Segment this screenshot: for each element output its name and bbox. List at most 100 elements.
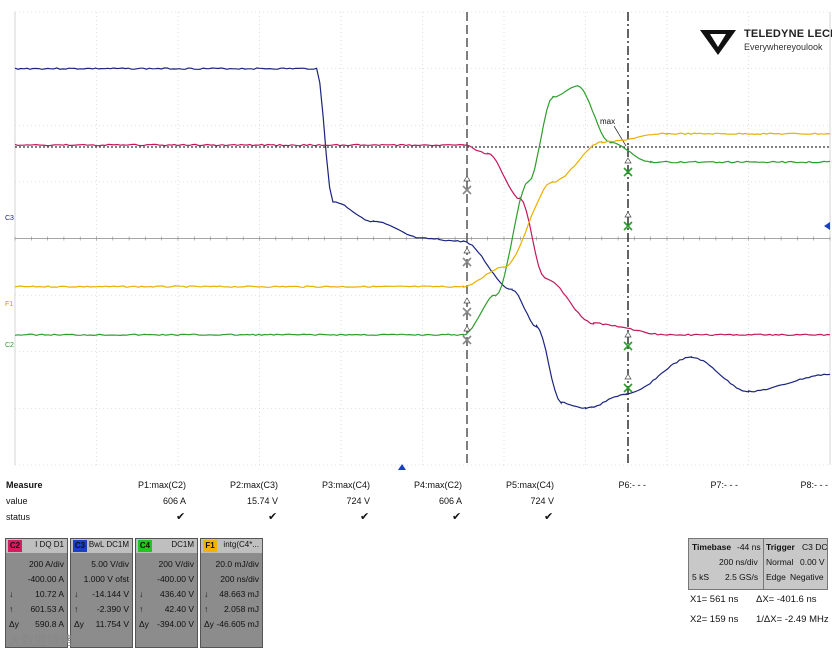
channel-readout: 200 A/div bbox=[29, 559, 64, 569]
measure-param-name[interactable]: P7:- - - bbox=[710, 480, 738, 490]
channel-header: C4 DC1M bbox=[136, 539, 197, 553]
logo-tagline: Everywhereyoulook bbox=[744, 42, 823, 52]
measure-status-check-icon: ✔ bbox=[360, 511, 370, 523]
channel-readout: -394.00 V bbox=[157, 619, 194, 629]
cursor-delta-x-readout: ΔX= -401.6 ns bbox=[756, 594, 817, 605]
trace-c3 bbox=[14, 67, 831, 410]
right-trigger-marker bbox=[824, 222, 830, 230]
trigger-slope: Negative bbox=[790, 572, 824, 582]
channel-mode: BwL DC1M bbox=[88, 540, 129, 549]
measure-title: Measure bbox=[6, 480, 43, 490]
cursor-max-leader bbox=[613, 125, 627, 147]
measure-param-name[interactable]: P2:max(C3) bbox=[229, 480, 278, 490]
scope-display: max C3 F1 C2 bbox=[5, 11, 831, 470]
trigger-label: Trigger bbox=[766, 542, 795, 552]
channel-readout-symbol: ↓ bbox=[9, 589, 14, 599]
cursor-crossing-marker bbox=[623, 373, 633, 393]
measure-param-name[interactable]: P4:max(C2) bbox=[413, 480, 462, 490]
channel-readout: -14.144 V bbox=[92, 589, 129, 599]
channel-readout-symbol: Δy bbox=[139, 619, 149, 629]
channel-box-c4[interactable]: C4 DC1M 200 V/div -400.00 V 436.40 V ↓ 42.40 V… bbox=[135, 538, 198, 648]
channel-readout-symbol: ↑ bbox=[204, 604, 209, 614]
trace-label-f1: F1 bbox=[5, 301, 13, 308]
channel-readout: 20.0 mJ/div bbox=[215, 559, 259, 569]
channel-readout: -400.00 V bbox=[157, 574, 194, 584]
cursor-inv-delta-x-readout: 1/ΔX= -2.49 MHz bbox=[756, 614, 829, 625]
timebase-delay: -44 ns bbox=[737, 542, 761, 552]
channel-readout: 10.72 A bbox=[35, 589, 64, 599]
cursor-max-label: max bbox=[600, 117, 615, 126]
timebase-trigger-panel[interactable]: Timebase -44 ns 200 ns/div 5 kS 2.5 GS/s… bbox=[688, 538, 828, 590]
channel-readout-symbol: ↑ bbox=[139, 604, 144, 614]
cursor-crossing-marker bbox=[623, 157, 633, 177]
channel-box-f1[interactable]: F1 intg(C4*... 20.0 mJ/div 200 ns/div 48.663… bbox=[200, 538, 263, 648]
channel-box-c3[interactable]: C3 BwL DC1M 5.00 V/div 1.000 V ofst -14.144 … bbox=[70, 538, 133, 648]
channel-readout-symbol: ↓ bbox=[74, 589, 79, 599]
cursor-crossing-marker bbox=[623, 331, 633, 351]
trigger-mode: Normal bbox=[766, 557, 794, 567]
channel-header: C3 BwL DC1M bbox=[71, 539, 132, 553]
channel-header: C2 I DQ D1 bbox=[6, 539, 67, 553]
trigger-source: C3 DC bbox=[802, 542, 828, 552]
measure-param-name[interactable]: P8:- - - bbox=[800, 480, 828, 490]
measure-param-value: 15.74 V bbox=[246, 496, 278, 506]
channel-tag: C3 bbox=[73, 540, 87, 552]
channel-readout: 601.53 A bbox=[30, 604, 64, 614]
channel-mode: intg(C4*... bbox=[223, 540, 259, 549]
channel-readout: 436.40 V bbox=[159, 589, 194, 599]
measure-status-check-icon: ✔ bbox=[452, 511, 462, 523]
channel-readout: 42.40 V bbox=[164, 604, 194, 614]
measure-param-value: 724 V bbox=[530, 496, 554, 506]
timebase-rate: 2.5 GS/s bbox=[725, 572, 759, 582]
channel-readout-symbol: ↑ bbox=[9, 604, 14, 614]
channel-readout-symbol: ↓ bbox=[139, 589, 144, 599]
timebase-samples: 5 kS bbox=[692, 572, 710, 582]
channel-readout-symbol: ↓ bbox=[204, 589, 209, 599]
channel-tag: F1 bbox=[203, 540, 217, 552]
waveform-traces bbox=[14, 67, 831, 410]
channel-readout-symbol: ↑ bbox=[74, 604, 79, 614]
trace-label-c2: C2 bbox=[5, 342, 14, 349]
measure-param-name[interactable]: P5:max(C4) bbox=[505, 480, 554, 490]
channel-readout: 48.663 mJ bbox=[219, 589, 259, 599]
measure-status-check-icon: ✔ bbox=[268, 511, 278, 523]
lecroy-arrow-icon bbox=[700, 30, 736, 55]
cursor-crossing-marker bbox=[462, 247, 472, 267]
trace-label-c3: C3 bbox=[5, 215, 14, 222]
cursor-x1-readout: X1= 561 ns bbox=[690, 594, 739, 605]
channel-readout: -46.605 mJ bbox=[216, 619, 259, 629]
measure-param-name[interactable]: P3:max(C4) bbox=[321, 480, 370, 490]
channel-readout: -2.390 V bbox=[96, 604, 129, 614]
watermark: 大数据烧烤 bbox=[8, 633, 74, 648]
channel-readout: 2.058 mJ bbox=[224, 604, 259, 614]
trigger-level: 0.00 V bbox=[800, 557, 825, 567]
channel-readout-symbol: Δy bbox=[9, 619, 19, 629]
measure-param-value: 606 A bbox=[162, 496, 186, 506]
channel-mode: DC1M bbox=[171, 540, 194, 549]
trace-f1 bbox=[14, 132, 831, 288]
measure-param-value: 606 A bbox=[438, 496, 462, 506]
measure-param-name[interactable]: P1:max(C2) bbox=[137, 480, 186, 490]
channel-tag: C4 bbox=[138, 540, 152, 552]
channel-box-c2[interactable]: C2 I DQ D1 200 A/div -400.00 A 10.72 A ↓ 601.5… bbox=[5, 538, 68, 648]
bottom-trigger-marker bbox=[398, 464, 406, 470]
channel-mode: I DQ D1 bbox=[35, 540, 64, 549]
timebase-per-div: 200 ns/div bbox=[719, 557, 758, 567]
channel-readout: 200 V/div bbox=[158, 559, 194, 569]
channel-readout-symbol: Δy bbox=[74, 619, 84, 629]
cursor-markers bbox=[462, 157, 633, 393]
measure-row-label-status: status bbox=[6, 512, 31, 522]
channel-readout: 200 ns/div bbox=[220, 574, 259, 584]
measure-row-label-value: value bbox=[6, 496, 28, 506]
cursor-crossing-marker bbox=[462, 175, 472, 195]
cursor-crossing-marker bbox=[462, 297, 472, 317]
measure-param-value: 724 V bbox=[346, 496, 370, 506]
cursor-crossing-marker bbox=[462, 325, 472, 345]
measure-status-check-icon: ✔ bbox=[544, 511, 554, 523]
measure-param-name[interactable]: P6:- - - bbox=[618, 480, 646, 490]
channel-readout: 1.000 V ofst bbox=[83, 574, 129, 584]
measure-table: Measure value status P1:max(C2) 606 A ✔ P2:… bbox=[0, 476, 832, 536]
cursor-x2-readout: X2= 159 ns bbox=[690, 614, 739, 625]
trace-c2 bbox=[14, 143, 831, 337]
timebase-label: Timebase bbox=[692, 542, 732, 552]
